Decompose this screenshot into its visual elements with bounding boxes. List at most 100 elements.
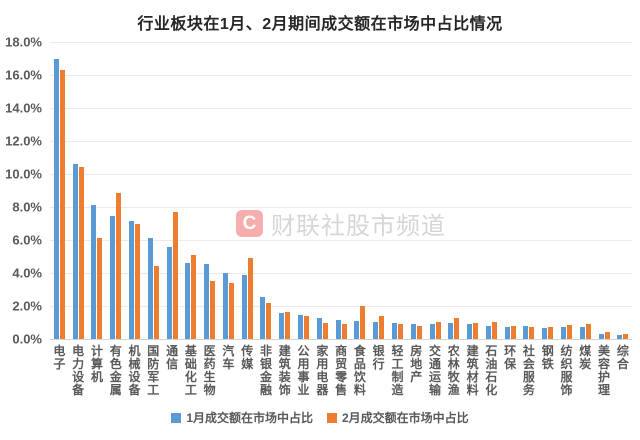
x-category-label: 家用电器 bbox=[316, 344, 329, 397]
bars-layer bbox=[50, 42, 632, 339]
bar-jan-13 bbox=[298, 315, 304, 339]
bar-group-29 bbox=[595, 42, 614, 339]
x-category-label: 食品饮料 bbox=[353, 344, 366, 397]
x-category-label: 非银金融 bbox=[259, 344, 272, 397]
gridline bbox=[50, 107, 632, 109]
x-category-label: 钢铁 bbox=[541, 344, 554, 371]
bar-group-12 bbox=[275, 42, 294, 339]
bar-jan-27 bbox=[560, 327, 566, 339]
x-category-label: 电力设备 bbox=[72, 344, 85, 397]
bar-group-17 bbox=[369, 42, 388, 339]
x-category-label: 建筑材料 bbox=[466, 344, 479, 397]
x-category-label: 计算机 bbox=[90, 344, 103, 384]
x-category-label: 环保 bbox=[504, 344, 517, 371]
chart-title: 行业板块在1月、2月期间成交额在市场中占比情况 bbox=[137, 16, 503, 33]
bar-jan-25 bbox=[523, 325, 529, 339]
bar-feb-9 bbox=[228, 282, 234, 339]
bar-jan-19 bbox=[410, 324, 416, 339]
bar-feb-29 bbox=[604, 332, 610, 339]
bar-group-16 bbox=[351, 42, 370, 339]
bar-group-13 bbox=[294, 42, 313, 339]
bar-jan-0 bbox=[53, 58, 59, 339]
y-axis-labels: 18.0% 16.0% 14.0% 12.0% 10.0% 8.0% 6.0% 4.0% 2.0… bbox=[0, 35, 44, 347]
y-tick-label: 12.0% bbox=[5, 133, 42, 149]
bar-jan-5 bbox=[147, 238, 153, 339]
legend-feb-label: 2月成交额在市场中占比 bbox=[342, 411, 469, 425]
bar-group-15 bbox=[332, 42, 351, 339]
bar-feb-4 bbox=[135, 223, 141, 339]
bar-group-27 bbox=[557, 42, 576, 339]
bar-feb-8 bbox=[210, 281, 216, 339]
bar-feb-14 bbox=[322, 323, 328, 339]
x-category-label: 纺织服饰 bbox=[560, 344, 573, 397]
legend-jan-swatch bbox=[171, 412, 182, 423]
bar-group-7 bbox=[181, 42, 200, 339]
bar-group-11 bbox=[257, 42, 276, 339]
gridline bbox=[50, 173, 632, 175]
bar-group-6 bbox=[163, 42, 182, 339]
bar-jan-18 bbox=[391, 322, 397, 339]
bar-group-2 bbox=[88, 42, 107, 339]
x-category-label: 基础化工 bbox=[184, 344, 197, 397]
bar-jan-16 bbox=[354, 320, 360, 339]
x-category-label: 轻工制造 bbox=[391, 344, 404, 397]
gridline bbox=[50, 273, 632, 274]
bar-feb-19 bbox=[416, 325, 422, 339]
bar-jan-28 bbox=[579, 327, 585, 339]
bar-jan-1 bbox=[72, 164, 78, 339]
bar-group-0 bbox=[50, 42, 69, 339]
watermark: C 财联社股市频道 bbox=[236, 206, 446, 241]
bar-group-26 bbox=[538, 42, 557, 339]
bar-jan-20 bbox=[429, 324, 435, 339]
bar-jan-8 bbox=[204, 263, 210, 339]
bar-jan-30 bbox=[617, 334, 623, 339]
bar-group-21 bbox=[444, 42, 463, 339]
x-category-label: 煤炭 bbox=[579, 344, 592, 371]
y-tick-label: 0.0% bbox=[12, 331, 42, 347]
gridline bbox=[50, 207, 632, 208]
bar-feb-24 bbox=[510, 325, 516, 339]
bar-jan-26 bbox=[542, 328, 548, 339]
bar-group-30 bbox=[613, 42, 632, 339]
x-category-label: 电子 bbox=[53, 344, 66, 371]
legend-entry-feb: 2月成交额在市场中占比 bbox=[327, 409, 469, 426]
plot-area bbox=[50, 42, 632, 340]
bar-jan-23 bbox=[485, 325, 491, 339]
bar-feb-10 bbox=[247, 258, 253, 339]
bar-feb-2 bbox=[97, 237, 103, 339]
gridline bbox=[50, 305, 632, 307]
bar-group-19 bbox=[407, 42, 426, 339]
bar-jan-2 bbox=[91, 205, 97, 339]
bar-group-28 bbox=[576, 42, 595, 339]
x-category-label: 建筑装饰 bbox=[278, 344, 291, 397]
bar-feb-18 bbox=[397, 324, 403, 339]
bar-feb-20 bbox=[435, 321, 441, 339]
cailianshe-logo-icon: C bbox=[236, 210, 263, 237]
bar-jan-4 bbox=[129, 221, 135, 339]
bar-group-10 bbox=[238, 42, 257, 339]
x-axis-line bbox=[50, 339, 632, 340]
legend-jan-label: 1月成交额在市场中占比 bbox=[186, 411, 313, 425]
x-category-label: 交通运输 bbox=[429, 344, 442, 397]
bar-jan-14 bbox=[316, 317, 322, 339]
x-category-label: 社会服务 bbox=[522, 344, 535, 397]
bar-jan-11 bbox=[260, 296, 266, 339]
bar-feb-6 bbox=[172, 211, 178, 339]
bar-jan-17 bbox=[373, 321, 379, 339]
x-category-label: 银行 bbox=[372, 344, 385, 371]
bar-jan-15 bbox=[335, 320, 341, 339]
x-category-label: 机械设备 bbox=[128, 344, 141, 397]
x-category-label: 农林牧渔 bbox=[447, 344, 460, 397]
legend-feb-swatch bbox=[327, 412, 337, 423]
x-category-label: 汽车 bbox=[222, 344, 235, 371]
bar-feb-30 bbox=[623, 334, 629, 339]
x-axis-labels: 电子电力设备计算机有色金属机械设备国防军工通信基础化工医药生物汽车传媒非银金融建… bbox=[50, 345, 632, 397]
bar-group-23 bbox=[482, 42, 501, 339]
bar-group-24 bbox=[501, 42, 520, 339]
bar-jan-6 bbox=[166, 247, 172, 339]
bar-group-5 bbox=[144, 42, 163, 339]
bar-group-20 bbox=[426, 42, 445, 339]
bar-group-22 bbox=[463, 42, 482, 339]
bar-feb-3 bbox=[116, 192, 122, 339]
